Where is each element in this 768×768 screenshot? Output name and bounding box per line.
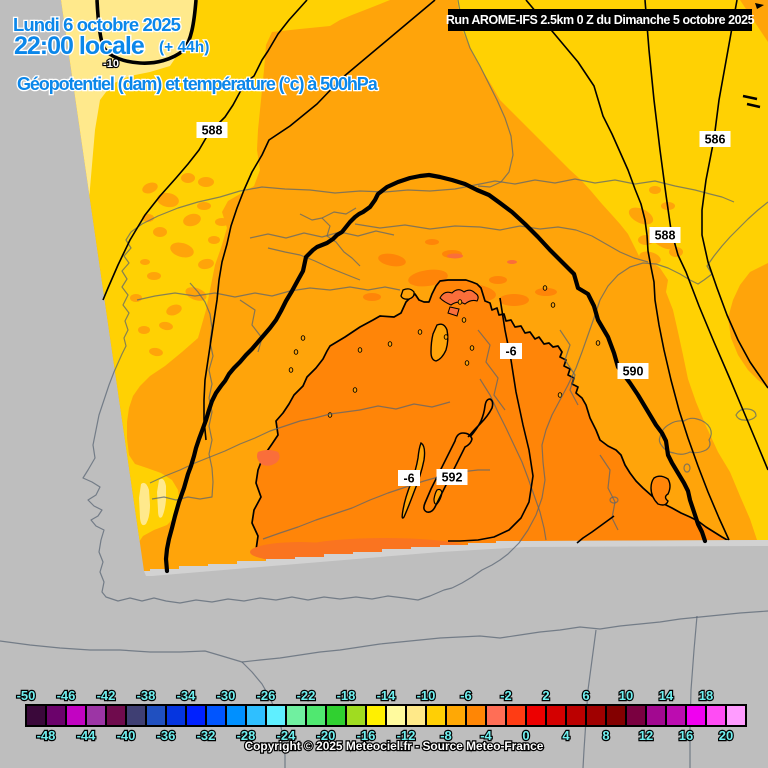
svg-text:588: 588: [655, 229, 676, 243]
svg-text:-26: -26: [257, 688, 276, 703]
svg-text:-42: -42: [97, 688, 116, 703]
svg-text:-28: -28: [237, 728, 256, 743]
svg-text:590: 590: [623, 365, 644, 379]
svg-text:-6: -6: [403, 472, 414, 486]
svg-text:-6: -6: [505, 345, 516, 359]
svg-text:0: 0: [522, 728, 529, 743]
svg-text:-38: -38: [137, 688, 156, 703]
svg-text:Copyright © 2025 Meteociel.fr: Copyright © 2025 Meteociel.fr - Source M…: [245, 739, 544, 753]
svg-text:6: 6: [582, 688, 589, 703]
svg-text:-36: -36: [157, 728, 176, 743]
svg-text:-2: -2: [500, 688, 512, 703]
svg-text:4: 4: [562, 728, 570, 743]
svg-text:-20: -20: [317, 728, 336, 743]
svg-text:-16: -16: [357, 728, 376, 743]
svg-text:-44: -44: [77, 728, 97, 743]
svg-text:10: 10: [619, 688, 633, 703]
svg-text:Géopotentiel (dam) et températ: Géopotentiel (dam) et température (°c) à…: [17, 74, 379, 94]
svg-text:-22: -22: [297, 688, 316, 703]
svg-text:-4: -4: [480, 728, 492, 743]
svg-text:20: 20: [719, 728, 733, 743]
svg-text:2: 2: [542, 688, 549, 703]
svg-text:(+ 44h): (+ 44h): [159, 39, 209, 56]
svg-text:22:00 locale: 22:00 locale: [14, 32, 145, 60]
svg-text:-18: -18: [337, 688, 356, 703]
svg-text:-6: -6: [460, 688, 472, 703]
svg-text:-10: -10: [103, 58, 119, 70]
svg-text:-10: -10: [417, 688, 436, 703]
svg-text:16: 16: [679, 728, 693, 743]
svg-text:-24: -24: [277, 728, 297, 743]
svg-text:14: 14: [659, 688, 674, 703]
svg-text:-30: -30: [217, 688, 236, 703]
svg-text:12: 12: [639, 728, 653, 743]
svg-text:-34: -34: [177, 688, 197, 703]
svg-text:-50: -50: [17, 688, 36, 703]
svg-text:-48: -48: [37, 728, 56, 743]
svg-text:586: 586: [705, 133, 726, 147]
svg-text:18: 18: [699, 688, 713, 703]
svg-text:592: 592: [442, 471, 463, 485]
svg-text:-14: -14: [377, 688, 397, 703]
svg-text:-46: -46: [57, 688, 76, 703]
svg-text:8: 8: [602, 728, 609, 743]
svg-text:588: 588: [202, 124, 223, 138]
svg-text:Lundi 6 octobre 2025: Lundi 6 octobre 2025: [13, 14, 181, 35]
svg-text:-12: -12: [397, 728, 416, 743]
svg-text:-32: -32: [197, 728, 216, 743]
svg-text:-40: -40: [117, 728, 136, 743]
svg-text:-8: -8: [440, 728, 452, 743]
svg-text:Run AROME-IFS 2.5km 0 Z du Dim: Run AROME-IFS 2.5km 0 Z du Dimanche 5 oc…: [446, 13, 755, 27]
